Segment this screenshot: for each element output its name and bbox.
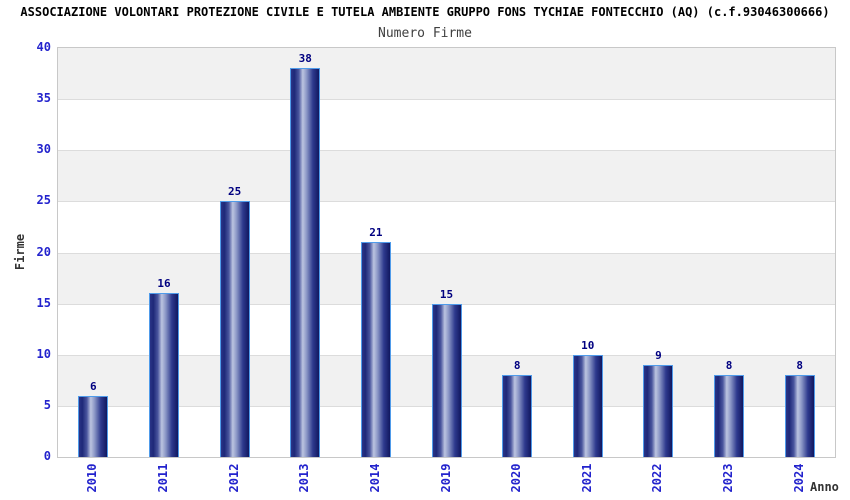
bar-value-label: 8 — [725, 359, 733, 373]
x-tick-label: 2021 — [579, 463, 594, 493]
y-tick-label: 10 — [36, 346, 51, 361]
chart-title: ASSOCIAZIONE VOLONTARI PROTEZIONE CIVILE… — [20, 5, 830, 19]
x-tick-label: 2014 — [367, 463, 382, 493]
background-band — [58, 99, 835, 151]
bar-2022 — [643, 364, 674, 457]
bar-2010 — [78, 395, 109, 457]
bar-value-label: 6 — [90, 379, 97, 393]
gridline — [58, 201, 835, 203]
bar-2019 — [431, 303, 462, 457]
background-band — [58, 252, 835, 304]
chart-subtitle: Numero Firme — [378, 26, 472, 41]
gridline — [58, 150, 835, 152]
bar-2014 — [360, 242, 391, 457]
y-tick-label: 30 — [36, 142, 51, 157]
bar-2013 — [290, 68, 321, 457]
x-tick-label: 2011 — [155, 463, 170, 493]
x-tick-label: 2019 — [438, 463, 453, 493]
x-tick-label: 2010 — [85, 463, 100, 493]
gridline — [58, 99, 835, 101]
x-tick-label: 2020 — [509, 463, 524, 493]
bar-value-label: 25 — [227, 185, 242, 199]
y-tick-label: 0 — [43, 449, 51, 463]
x-tick-label: 2022 — [650, 463, 665, 493]
bar-value-label: 38 — [298, 52, 312, 66]
background-band — [58, 201, 835, 253]
bar-value-label: 15 — [439, 287, 454, 301]
y-tick-label: 15 — [36, 295, 51, 310]
y-tick-label: 5 — [43, 397, 51, 412]
plot-area: 6 16 25 38 21 15 8 10 9 8 8 — [57, 47, 836, 458]
bar-value-label: 9 — [655, 348, 662, 362]
y-tick-label: 20 — [36, 244, 51, 259]
x-tick-label: 2023 — [721, 463, 736, 493]
x-tick-label: 2012 — [226, 463, 241, 493]
bar-value-label: 21 — [369, 226, 383, 240]
x-tick-label: 2013 — [297, 463, 312, 493]
bar-2020 — [502, 375, 533, 457]
bar-2011 — [148, 293, 179, 457]
bar-value-label: 10 — [581, 338, 595, 352]
bar-value-label: 8 — [513, 359, 521, 373]
y-tick-label: 25 — [36, 193, 51, 208]
background-band — [58, 48, 835, 100]
gridline — [58, 252, 835, 254]
x-axis-title: Anno — [810, 480, 839, 494]
bar-2024 — [784, 375, 815, 457]
bar-value-label: 16 — [157, 277, 171, 291]
background-band — [58, 150, 835, 202]
x-tick-label: 2024 — [791, 463, 806, 493]
bar-2023 — [714, 375, 745, 457]
bar-value-label: 8 — [796, 359, 803, 373]
y-tick-label: 35 — [36, 91, 51, 106]
bar-2021 — [572, 354, 603, 457]
y-tick-label: 40 — [36, 40, 51, 54]
bar-2012 — [219, 201, 250, 457]
